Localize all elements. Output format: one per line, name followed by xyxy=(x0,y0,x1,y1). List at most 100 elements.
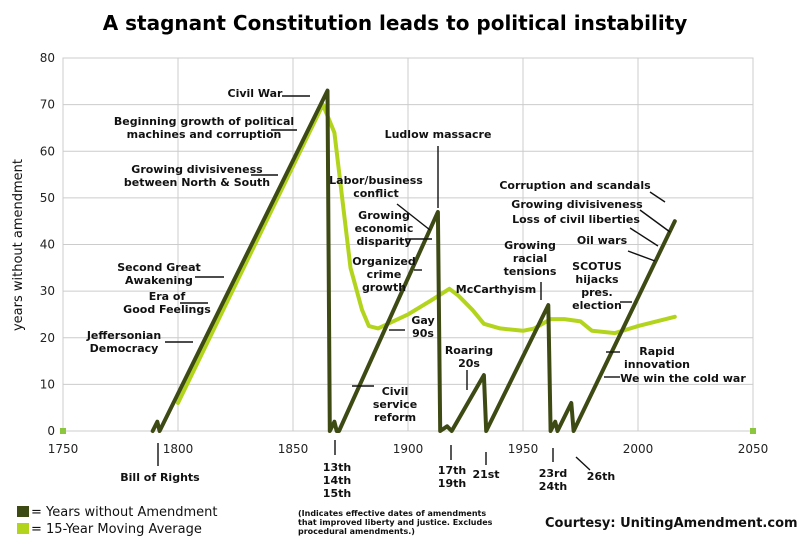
annotation-line: Good Feelings xyxy=(123,303,211,316)
footnote-line: (Indicates effective dates of amendments xyxy=(298,509,486,518)
y-tick-label: 70 xyxy=(40,98,55,112)
annotation-line: hijacks xyxy=(575,273,619,286)
annotation-line: Roaring xyxy=(445,344,493,357)
grid xyxy=(62,57,754,432)
annotation-line: between North & South xyxy=(124,176,270,189)
annotation-line: Loss of civil liberties xyxy=(512,213,640,226)
annotation-line: service xyxy=(373,398,417,411)
legend-label: = Years without Amendment xyxy=(31,505,218,520)
annotation-line: Growing divisiveness xyxy=(511,198,643,211)
legend-label: = 15-Year Moving Average xyxy=(31,522,202,537)
annotation-line: reform xyxy=(374,411,416,424)
annotation-label: Second Great Awakening xyxy=(117,261,201,287)
annotations-layer: Civil War Beginning growth of political ma… xyxy=(86,87,747,500)
axis-end-marker xyxy=(60,428,66,434)
annotation-label: McCarthyism xyxy=(456,283,536,296)
annotation-label: 13th 14th 15th xyxy=(323,461,351,500)
annotation-pointer xyxy=(649,191,666,203)
annotation-line: Gay xyxy=(411,314,434,327)
annotation-line: Oil wars xyxy=(577,234,628,247)
annotation-line: 20s xyxy=(458,357,480,370)
annotation-line: Jeffersonian xyxy=(86,329,161,342)
annotation-line: 15th xyxy=(323,487,351,500)
moving-average-line xyxy=(176,102,677,405)
x-tick-label: 1750 xyxy=(48,442,79,456)
footnote-line: that improved liberty and justice. Exclu… xyxy=(298,518,493,527)
annotation-line: pres. xyxy=(581,286,613,299)
annotation-line: growth xyxy=(362,281,406,294)
annotation-line: 14th xyxy=(323,474,351,487)
annotation-line: Civil xyxy=(382,385,409,398)
annotation-line: 19th xyxy=(438,477,466,490)
annotation-label: Civil service reform xyxy=(373,385,417,424)
annotation-line: Civil War xyxy=(228,87,284,100)
annotation-line: racial xyxy=(513,252,547,265)
annotation-line: crime xyxy=(367,268,402,281)
annotation-line: 26th xyxy=(587,470,615,483)
annotation-line: economic xyxy=(355,222,414,235)
legend-swatch xyxy=(17,506,29,517)
annotation-pointer xyxy=(629,227,659,247)
y-tick-label: 0 xyxy=(47,424,55,438)
y-tick-label: 40 xyxy=(40,238,55,252)
x-tick-label: 2050 xyxy=(738,442,769,456)
annotation-label: Growing economic disparity xyxy=(355,209,414,248)
annotation-pointer xyxy=(639,209,671,233)
y-tick-label: 80 xyxy=(40,51,55,65)
annotation-line: 23rd xyxy=(539,467,568,480)
annotation-line: 17th xyxy=(438,464,466,477)
x-tick-label: 1850 xyxy=(278,442,309,456)
years-without-amendment-line xyxy=(150,88,677,433)
annotation-line: Corruption and scandals xyxy=(499,179,651,192)
annotation-label: Oil wars xyxy=(577,234,628,247)
annotation-label: Growing divisiveness xyxy=(511,198,643,211)
annotation-label: 21st xyxy=(472,468,499,481)
annotation-label: Growing racial tensions xyxy=(504,239,557,278)
annotation-label: We win the cold war xyxy=(620,372,746,385)
annotation-label: Civil War xyxy=(228,87,284,100)
annotation-label: Beginning growth of political machines an… xyxy=(114,115,294,141)
annotation-line: 90s xyxy=(412,327,434,340)
x-tick-label: 2000 xyxy=(623,442,654,456)
footnote: (Indicates effective dates of amendments… xyxy=(298,509,493,536)
annotation-label: Ludlow massacre xyxy=(385,128,492,141)
annotation-line: Ludlow massacre xyxy=(385,128,492,141)
annotation-label: Bill of Rights xyxy=(120,471,200,484)
chart-title: A stagnant Constitution leads to politic… xyxy=(103,11,688,35)
annotation-line: disparity xyxy=(356,235,411,248)
annotation-label: Loss of civil liberties xyxy=(512,213,640,226)
annotation-line: 13th xyxy=(323,461,351,474)
legend: = Years without Amendment = 15-Year Movin… xyxy=(17,505,218,537)
y-tick-label: 10 xyxy=(40,377,55,391)
annotation-line: Rapid xyxy=(639,345,674,358)
annotation-line: conflict xyxy=(353,187,399,200)
annotation-line: Era of xyxy=(149,290,186,303)
annotation-line: Bill of Rights xyxy=(120,471,200,484)
annotation-label: Rapid innovation xyxy=(624,345,690,371)
annotation-line: 21st xyxy=(472,468,499,481)
annotation-line: Organized xyxy=(352,255,415,268)
footnote-line: procedural amendments.) xyxy=(298,527,415,536)
annotation-label: Organized crime growth xyxy=(352,255,415,294)
y-axis-label: years without amendment xyxy=(11,159,26,331)
annotation-line: Growing xyxy=(358,209,410,222)
annotation-label: Jeffersonian Democracy xyxy=(86,329,161,355)
annotation-line: innovation xyxy=(624,358,690,371)
annotation-label: Labor/business conflict xyxy=(329,174,423,200)
y-tick-label: 30 xyxy=(40,284,55,298)
x-tick-label: 1950 xyxy=(508,442,539,456)
annotation-line: SCOTUS xyxy=(572,260,622,273)
annotation-line: 24th xyxy=(539,480,567,493)
annotation-label: 17th 19th xyxy=(438,464,466,490)
annotation-line: Growing xyxy=(504,239,556,252)
annotation-label: Growing divisiveness between North & Sout… xyxy=(124,163,270,189)
y-tick-label: 50 xyxy=(40,191,55,205)
annotation-line: McCarthyism xyxy=(456,283,536,296)
y-tick-label: 60 xyxy=(40,144,55,158)
annotation-pointer xyxy=(396,203,431,231)
annotation-label: 26th xyxy=(587,470,615,483)
annotation-line: We win the cold war xyxy=(620,372,746,385)
annotation-line: Second Great xyxy=(117,261,201,274)
annotation-line: Democracy xyxy=(90,342,159,355)
